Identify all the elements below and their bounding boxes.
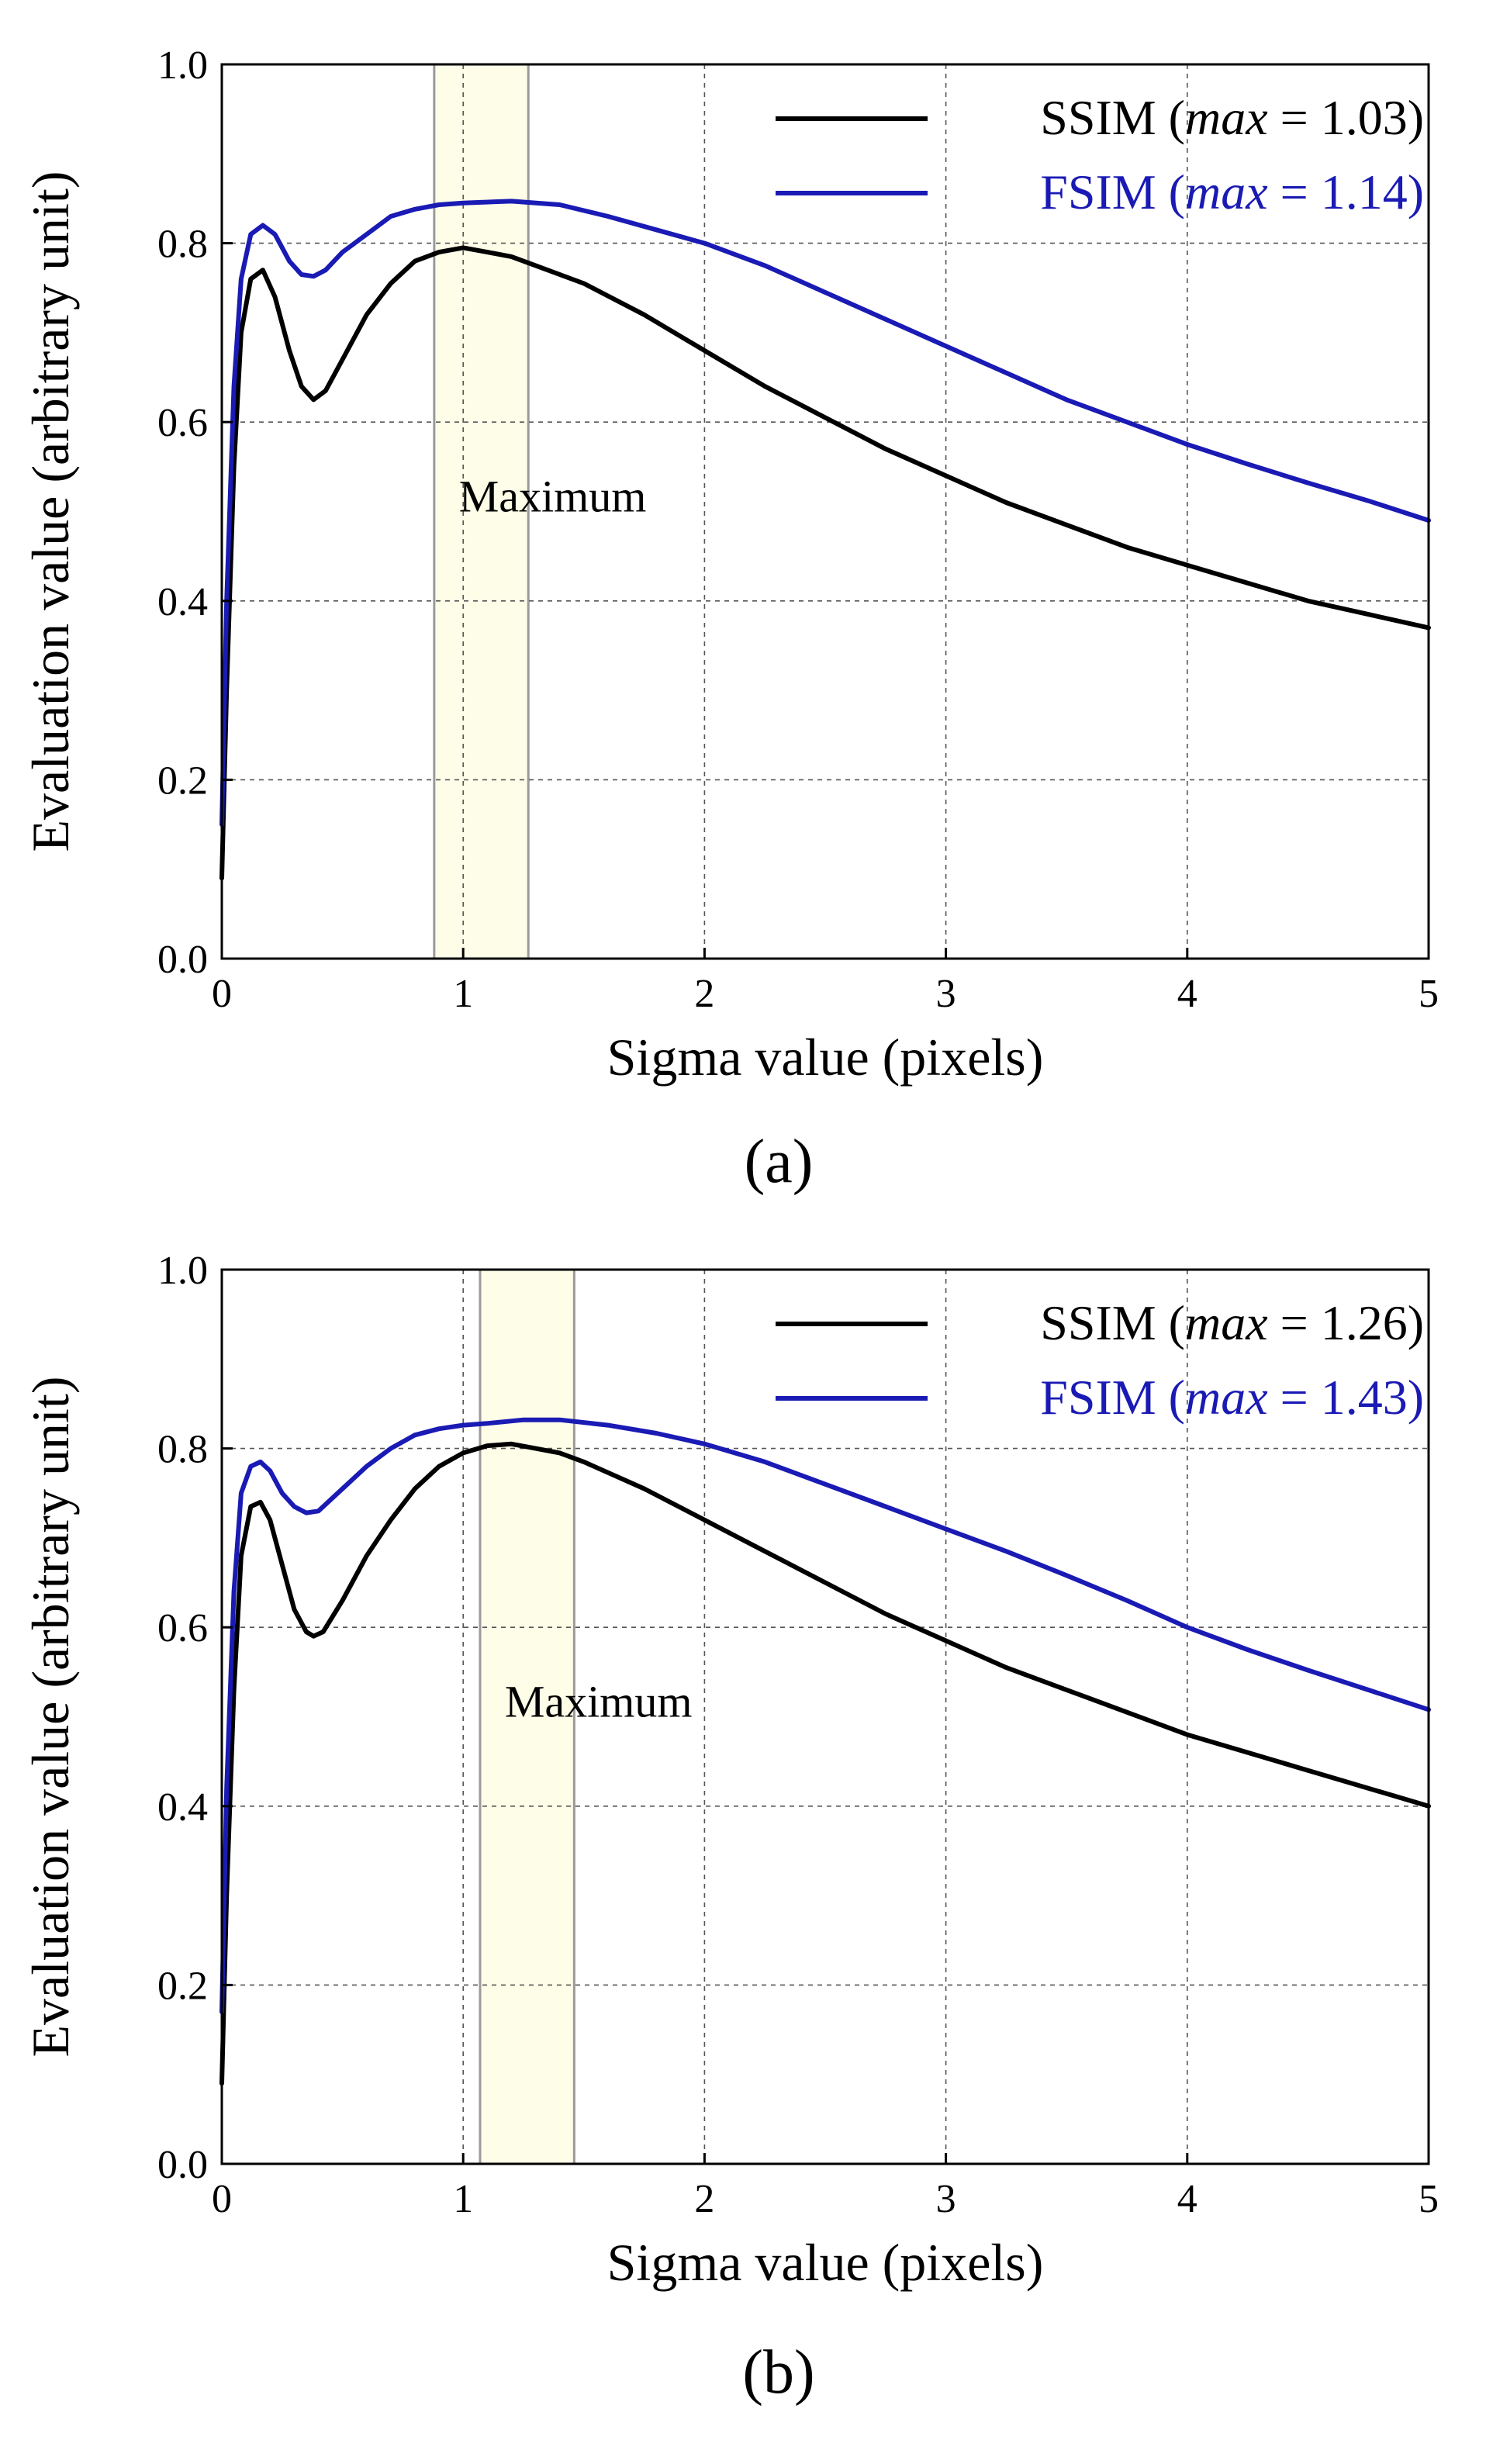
x-tick-label: 0 xyxy=(212,972,232,1016)
y-tick-label: 0.2 xyxy=(157,1964,208,2008)
y-axis-label: Evaluation value (arbitrary unit) xyxy=(21,1377,80,2058)
x-tick-label: 3 xyxy=(936,2177,956,2221)
legend-italic: max xyxy=(1185,90,1268,145)
y-tick-label: 0.6 xyxy=(157,401,208,445)
x-tick-label: 2 xyxy=(694,972,714,1016)
legend-entry-fsim: FSIM (max = 1.14) xyxy=(1040,164,1424,219)
legend-prefix: SSIM ( xyxy=(1040,1295,1185,1350)
series-line-fsim xyxy=(219,1417,1431,2014)
legend-entry-ssim: SSIM (max = 1.26) xyxy=(1040,1295,1424,1350)
maximum-band xyxy=(433,63,530,960)
x-tick-label: 5 xyxy=(1419,2177,1439,2221)
legend-prefix: FSIM ( xyxy=(1040,164,1185,219)
x-tick-label: 2 xyxy=(694,2177,714,2221)
y-tick-label: 0.2 xyxy=(157,759,208,803)
y-tick-label: 0.4 xyxy=(157,1785,208,1830)
maximum-annotation: Maximum xyxy=(505,1677,693,1727)
x-tick-label: 1 xyxy=(453,2177,473,2221)
maximum-annotation: Maximum xyxy=(459,472,647,522)
x-tick-label: 1 xyxy=(453,972,473,1016)
x-tick-label: 4 xyxy=(1177,972,1197,1016)
legend-suffix: = 1.14) xyxy=(1268,164,1424,219)
panel-label: (b) xyxy=(742,2338,814,2407)
chart-panel-b: 0 1 2 3 4 5 0.0 0.2 0.4 0.6 0.8 1.0 Sigma value (pix… xyxy=(21,1249,1439,2407)
x-tick-label: 0 xyxy=(212,2177,232,2221)
x-tick-label: 4 xyxy=(1177,2177,1197,2221)
x-axis-label: Sigma value (pixels) xyxy=(607,2233,1044,2292)
legend-suffix: = 1.26) xyxy=(1268,1295,1424,1350)
y-tick-label: 1.0 xyxy=(157,43,208,88)
x-tick-label: 3 xyxy=(936,972,956,1016)
legend-italic: max xyxy=(1185,164,1268,219)
panel-label: (a) xyxy=(745,1128,814,1196)
y-tick-label: 0.0 xyxy=(157,938,208,982)
legend-suffix: = 1.43) xyxy=(1268,1370,1424,1425)
legend-suffix: = 1.03) xyxy=(1268,90,1424,145)
legend-prefix: FSIM ( xyxy=(1040,1370,1185,1425)
y-axis-label: Evaluation value (arbitrary unit) xyxy=(21,171,80,852)
series-line-ssim xyxy=(219,245,1431,881)
series-line-fsim xyxy=(219,199,1431,827)
y-tick-label: 0.4 xyxy=(157,580,208,624)
x-tick-label: 5 xyxy=(1419,972,1439,1016)
legend-italic: max xyxy=(1185,1295,1268,1350)
y-tick-label: 0.6 xyxy=(157,1606,208,1650)
y-tick-label: 1.0 xyxy=(157,1249,208,1293)
y-tick-label: 0.8 xyxy=(157,1428,208,1472)
legend-italic: max xyxy=(1185,1370,1268,1425)
legend-prefix: SSIM ( xyxy=(1040,90,1185,145)
legend-entry-fsim: FSIM (max = 1.43) xyxy=(1040,1370,1424,1425)
series-line-ssim xyxy=(219,1441,1431,2086)
chart-panel-a: 0 1 2 3 4 5 0.0 0.2 0.4 0.6 0.8 1.0 Sigma value (pix… xyxy=(21,43,1439,1196)
plot-frame xyxy=(220,63,1430,960)
plot-frame xyxy=(220,1268,1430,2165)
y-tick-label: 0.8 xyxy=(157,223,208,267)
y-tick-label: 0.0 xyxy=(157,2143,208,2187)
x-axis-label: Sigma value (pixels) xyxy=(607,1028,1044,1087)
legend-entry-ssim: SSIM (max = 1.03) xyxy=(1040,90,1424,145)
